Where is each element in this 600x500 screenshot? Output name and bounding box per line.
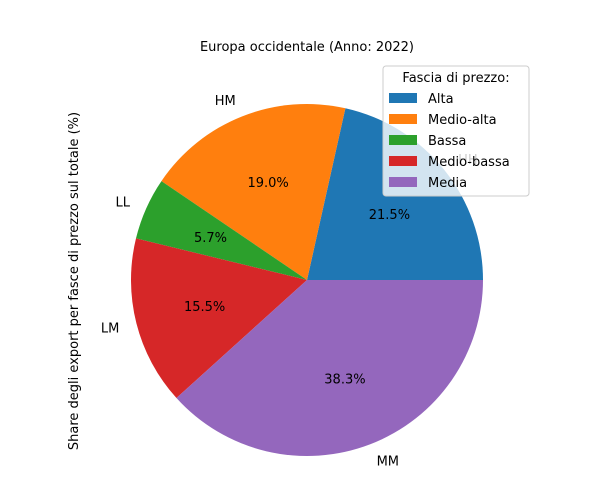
slice-label-mm: MM xyxy=(377,455,399,470)
legend-frame xyxy=(382,65,530,197)
slice-percent-lm: 15.5% xyxy=(184,300,225,315)
legend-swatch-medio-alta xyxy=(389,114,417,124)
slice-label-hm: HM xyxy=(215,94,236,109)
legend-label-media: Media xyxy=(428,176,467,191)
slice-percent-hm: 19.0% xyxy=(247,176,288,191)
legend-swatch-bassa xyxy=(389,135,417,145)
pie-slice-hm xyxy=(161,104,346,280)
legend-label-medio-bassa: Medio-bassa xyxy=(428,155,510,170)
slice-percent-hh: 21.5% xyxy=(369,208,410,223)
legend-label-medio-alta: Medio-alta xyxy=(428,113,497,128)
pie-slice-lm xyxy=(131,238,307,399)
chart-title: Europa occidentale (Anno: 2022) xyxy=(200,40,414,55)
legend-swatch-media xyxy=(389,177,417,187)
slice-percent-mm: 38.3% xyxy=(324,373,365,388)
pie-slice-ll xyxy=(135,181,307,280)
slice-percent-ll: 5.7% xyxy=(194,231,227,246)
legend-label-bassa: Bassa xyxy=(428,134,466,149)
pie-slices xyxy=(131,104,484,456)
legend: Fascia di prezzo: Alta Medio-alta Bassa Med… xyxy=(382,65,530,197)
slice-label-ll: LL xyxy=(116,195,131,210)
y-axis-label: Share degli export per fasce di prezzo s… xyxy=(67,112,82,450)
slice-label-lm: LM xyxy=(101,322,119,337)
legend-swatch-medio-bassa xyxy=(389,156,417,166)
legend-swatch-alta xyxy=(389,93,417,103)
pie-slice-mm xyxy=(176,280,484,456)
legend-entries: Alta Medio-alta Bassa Medio-bassa Media xyxy=(389,92,510,191)
legend-title: Fascia di prezzo: xyxy=(402,71,509,86)
legend-label-alta: Alta xyxy=(428,92,454,107)
